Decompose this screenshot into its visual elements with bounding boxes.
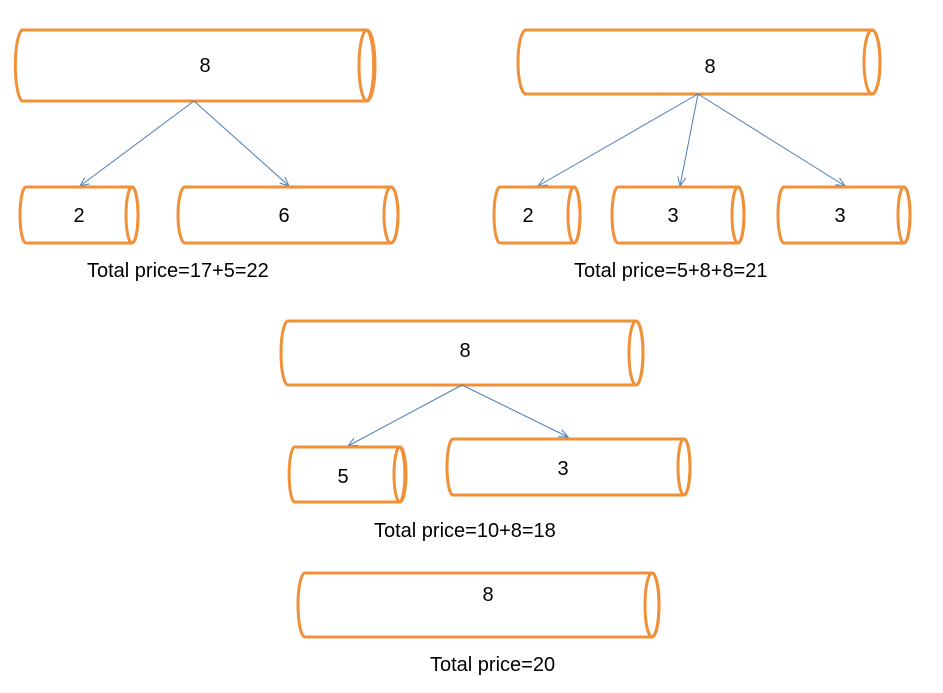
total-price-label: Total price=5+8+8=21 bbox=[574, 260, 768, 282]
parent-rod: 8 bbox=[13, 28, 377, 103]
cut-arrow bbox=[80, 100, 195, 186]
piece-rod: 5 bbox=[287, 445, 408, 504]
total-price-label: Total price=10+8=18 bbox=[374, 520, 556, 542]
parent-rod: 8 bbox=[279, 319, 645, 387]
rod-end-cap bbox=[627, 319, 645, 387]
cut-arrow bbox=[697, 93, 845, 186]
parent-rod: 8 bbox=[296, 571, 661, 639]
rod-end-cap bbox=[730, 185, 746, 245]
rod-length-label: 5 bbox=[337, 466, 348, 488]
cut-arrow bbox=[680, 93, 699, 186]
rod-end-cap bbox=[566, 185, 582, 245]
rod-end-cap bbox=[357, 28, 377, 103]
scenario-2: 8 2 3 3 bbox=[492, 28, 912, 245]
piece-rod: 2 bbox=[492, 185, 582, 245]
rod-length-label: 8 bbox=[704, 56, 715, 78]
rod-length-label: 3 bbox=[557, 458, 568, 480]
rod-length-label: 8 bbox=[459, 340, 470, 362]
rod-length-label: 2 bbox=[522, 205, 533, 227]
rod-body bbox=[13, 28, 376, 103]
rod-length-label: 2 bbox=[73, 205, 84, 227]
rod-length-label: 6 bbox=[278, 205, 289, 227]
rod-body bbox=[516, 28, 882, 96]
rod-end-cap bbox=[124, 185, 140, 245]
rod-end-cap bbox=[392, 445, 408, 504]
piece-rod: 6 bbox=[176, 185, 400, 245]
cut-arrow bbox=[193, 100, 289, 186]
scenario-4: 8 bbox=[296, 571, 661, 639]
piece-rod: 2 bbox=[18, 185, 140, 245]
rod-length-label: 8 bbox=[482, 584, 493, 606]
rod-body bbox=[296, 571, 661, 639]
rod-length-label: 3 bbox=[667, 205, 678, 227]
cut-arrow bbox=[348, 384, 463, 446]
scenario-1: 8 2 6 bbox=[13, 28, 400, 245]
cut-arrow bbox=[461, 384, 568, 437]
total-price-label: Total price=17+5=22 bbox=[87, 260, 269, 282]
rod-end-cap bbox=[862, 28, 882, 96]
parent-rod: 8 bbox=[516, 28, 882, 96]
piece-rod: 3 bbox=[776, 185, 912, 245]
cut-arrow bbox=[538, 93, 699, 186]
rod-end-cap bbox=[896, 185, 912, 245]
rod-length-label: 8 bbox=[199, 55, 210, 77]
piece-rod: 3 bbox=[445, 437, 692, 497]
rod-end-cap bbox=[643, 571, 661, 639]
piece-rod: 3 bbox=[610, 185, 746, 245]
scenario-3: 8 5 3 bbox=[279, 319, 692, 504]
rod-end-cap bbox=[676, 437, 692, 497]
total-price-label: Total price=20 bbox=[430, 654, 556, 676]
rod-end-cap bbox=[382, 185, 400, 245]
rod-length-label: 3 bbox=[834, 205, 845, 227]
